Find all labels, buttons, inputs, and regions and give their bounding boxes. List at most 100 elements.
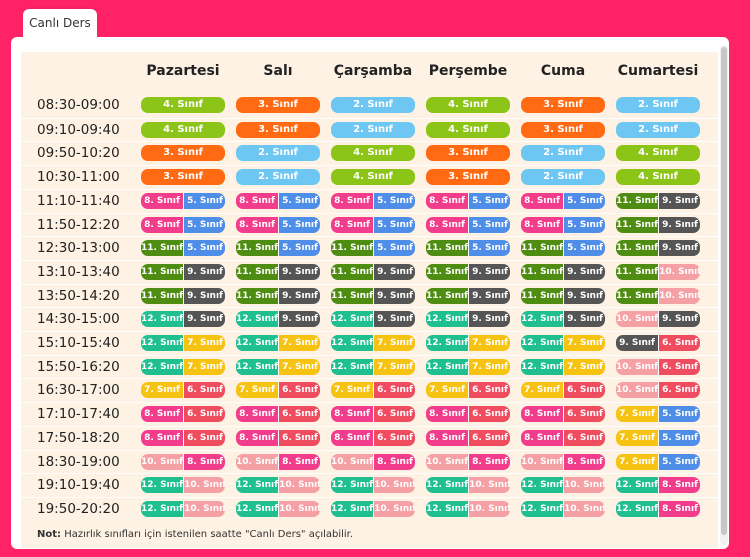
class-badge[interactable]: 11. Sınıf [236,287,279,304]
class-badge[interactable]: 9. Sınıf [373,287,415,304]
class-badge[interactable]: 11. Sınıf [331,263,374,280]
class-badge[interactable]: 11. Sınıf [331,287,374,304]
class-badge[interactable]: 7. Sınıf [521,382,563,399]
class-badge[interactable]: 5. Sınıf [278,192,320,209]
lesson-cell[interactable]: 8. Sınıf 6. Sınıf [331,429,415,446]
lesson-cell[interactable]: 4. Sınıf [331,145,415,162]
class-badge[interactable]: 5. Sınıf [468,216,510,233]
lesson-cell[interactable]: 12. Sınıf 10. Sınıf [426,477,510,494]
lesson-cell[interactable]: 12. Sınıf 10. Sınıf [141,500,225,517]
class-badge[interactable]: 9. Sınıf [183,311,225,328]
lesson-cell[interactable]: 8. Sınıf 6. Sınıf [331,406,415,423]
lesson-cell[interactable]: 8. Sınıf 6. Sınıf [236,429,320,446]
class-badge[interactable]: 7. Sınıf [616,406,658,423]
class-badge[interactable]: 8. Sınıf [236,192,278,209]
class-badge[interactable]: 3. Sınıf [521,97,605,113]
class-badge[interactable]: 9. Sınıf [658,216,700,233]
class-badge[interactable]: 11. Sınıf [236,240,279,257]
lesson-cell[interactable]: 11. Sınıf 9. Sınıf [616,240,700,257]
class-badge[interactable]: 4. Sınıf [616,145,700,162]
class-badge[interactable]: 12. Sınıf [331,358,374,375]
class-badge[interactable]: 12. Sınıf [141,477,184,494]
lesson-cell[interactable]: 10. Sınıf 8. Sınıf [141,453,225,470]
class-badge[interactable]: 12. Sınıf [236,311,279,328]
lesson-cell[interactable]: 12. Sınıf 9. Sınıf [236,311,320,328]
class-badge[interactable]: 11. Sınıf [616,216,659,233]
lesson-cell[interactable]: 3. Sınıf [426,169,510,186]
class-badge[interactable]: 7. Sınıf [426,382,468,399]
class-badge[interactable]: 3. Sınıf [141,145,225,162]
class-badge[interactable]: 6. Sınıf [278,382,320,399]
class-badge[interactable]: 8. Sınıf [236,216,278,233]
lesson-cell[interactable]: 11. Sınıf 9. Sınıf [521,287,605,304]
class-badge[interactable]: 5. Sınıf [183,216,225,233]
class-badge[interactable]: 9. Sınıf [658,192,700,209]
class-badge[interactable]: 2. Sınıf [236,169,320,186]
class-badge[interactable]: 12. Sınıf [521,500,564,517]
class-badge[interactable]: 5. Sınıf [373,240,415,257]
class-badge[interactable]: 11. Sınıf [141,287,184,304]
class-badge[interactable]: 8. Sınıf [468,453,510,470]
class-badge[interactable]: 5. Sınıf [278,240,320,257]
lesson-cell[interactable]: 8. Sınıf 5. Sınıf [236,192,320,209]
class-badge[interactable]: 3. Sınıf [426,169,510,186]
lesson-cell[interactable]: 12. Sınıf 9. Sınıf [426,311,510,328]
class-badge[interactable]: 9. Sınıf [563,287,605,304]
class-badge[interactable]: 6. Sınıf [658,382,700,399]
lesson-cell[interactable]: 10. Sınıf 6. Sınıf [616,382,700,399]
class-badge[interactable]: 3. Sınıf [521,121,605,138]
class-badge[interactable]: 11. Sınıf [426,287,469,304]
class-badge[interactable]: 6. Sınıf [658,335,700,351]
class-badge[interactable]: 2. Sınıf [331,97,415,113]
class-badge[interactable]: 10. Sınıf [426,453,469,470]
class-badge[interactable]: 10. Sınıf [278,477,320,494]
class-badge[interactable]: 12. Sınıf [236,500,279,517]
class-badge[interactable]: 11. Sınıf [616,263,659,280]
class-badge[interactable]: 2. Sınıf [616,97,700,113]
lesson-cell[interactable]: 11. Sınıf 9. Sınıf [426,263,510,280]
lesson-cell[interactable]: 11. Sınıf 9. Sınıf [331,287,415,304]
lesson-cell[interactable]: 2. Sınıf [521,145,605,162]
class-badge[interactable]: 5. Sınıf [183,192,225,209]
lesson-cell[interactable]: 2. Sınıf [616,121,700,138]
class-badge[interactable]: 11. Sınıf [426,240,469,257]
lesson-cell[interactable]: 9. Sınıf 6. Sınıf [616,335,700,351]
class-badge[interactable]: 8. Sınıf [426,192,468,209]
class-badge[interactable]: 11. Sınıf [521,240,564,257]
class-badge[interactable]: 12. Sınıf [331,335,374,351]
class-badge[interactable]: 12. Sınıf [616,477,659,494]
lesson-cell[interactable]: 7. Sınıf 6. Sınıf [331,382,415,399]
class-badge[interactable]: 5. Sınıf [183,240,225,257]
lesson-cell[interactable]: 12. Sınıf 7. Sınıf [141,358,225,375]
lesson-cell[interactable]: 8. Sınıf 6. Sınıf [141,406,225,423]
class-badge[interactable]: 8. Sınıf [236,429,278,446]
lesson-cell[interactable]: 4. Sınıf [616,145,700,162]
class-badge[interactable]: 11. Sınıf [616,287,659,304]
class-badge[interactable]: 10. Sınıf [468,500,510,517]
lesson-cell[interactable]: 8. Sınıf 6. Sınıf [521,429,605,446]
class-badge[interactable]: 8. Sınıf [426,429,468,446]
class-badge[interactable]: 10. Sınıf [373,500,415,517]
lesson-cell[interactable]: 2. Sınıf [236,145,320,162]
lesson-cell[interactable]: 8. Sınıf 5. Sınıf [521,216,605,233]
class-badge[interactable]: 3. Sınıf [426,145,510,162]
class-badge[interactable]: 9. Sınıf [658,311,700,328]
lesson-cell[interactable]: 12. Sınıf 10. Sınıf [521,477,605,494]
lesson-cell[interactable]: 8. Sınıf 6. Sınıf [426,429,510,446]
class-badge[interactable]: 6. Sınıf [278,406,320,423]
lesson-cell[interactable]: 8. Sınıf 5. Sınıf [236,216,320,233]
class-badge[interactable]: 7. Sınıf [616,429,658,446]
lesson-cell[interactable]: 4. Sınıf [426,97,510,113]
class-badge[interactable]: 12. Sınıf [331,500,374,517]
lesson-cell[interactable]: 12. Sınıf 10. Sınıf [236,500,320,517]
class-badge[interactable]: 12. Sınıf [236,358,279,375]
lesson-cell[interactable]: 12. Sınıf 9. Sınıf [521,311,605,328]
class-badge[interactable]: 3. Sınıf [236,97,320,113]
class-badge[interactable]: 8. Sınıf [278,453,320,470]
lesson-cell[interactable]: 12. Sınıf 7. Sınıf [426,358,510,375]
class-badge[interactable]: 2. Sınıf [616,121,700,138]
lesson-cell[interactable]: 11. Sınıf 5. Sınıf [521,240,605,257]
lesson-cell[interactable]: 10. Sınıf 8. Sınıf [236,453,320,470]
lesson-cell[interactable]: 11. Sınıf 5. Sınıf [141,240,225,257]
class-badge[interactable]: 11. Sınıf [426,263,469,280]
